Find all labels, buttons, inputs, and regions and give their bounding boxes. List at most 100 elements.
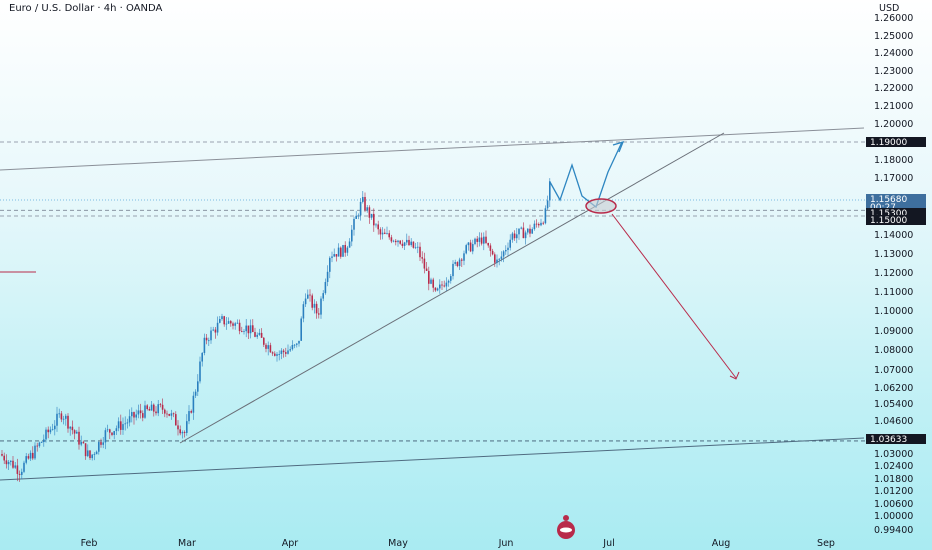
- price-tag-label: 1.15000: [870, 216, 907, 226]
- candle-body: [230, 321, 232, 324]
- candle-body: [329, 257, 331, 272]
- candle-body: [315, 303, 318, 314]
- y-tick-label: 1.06200: [874, 383, 913, 394]
- candle-body: [80, 441, 82, 445]
- candle-body: [533, 223, 536, 230]
- candle-body: [219, 319, 221, 323]
- candle-body: [78, 431, 80, 445]
- candle-body: [210, 330, 212, 341]
- candle-body: [511, 233, 514, 240]
- candle-body: [188, 411, 190, 422]
- candle-body: [535, 223, 538, 225]
- candle-body: [172, 413, 175, 415]
- candle-body: [502, 251, 505, 257]
- candle-body: [340, 247, 342, 257]
- y-tick-label: 1.01200: [874, 486, 913, 497]
- candle-body: [260, 332, 263, 338]
- candle-body: [298, 340, 300, 344]
- candle-body: [225, 323, 228, 325]
- candle-body: [166, 413, 168, 415]
- candle-body: [155, 411, 157, 414]
- y-tick-label: 1.26000: [874, 13, 913, 24]
- candle-body: [179, 429, 181, 434]
- candle-body: [388, 233, 390, 238]
- candle-body: [1, 454, 3, 456]
- candle-body: [370, 213, 373, 218]
- candle-body: [366, 207, 368, 211]
- candle-body: [318, 313, 320, 315]
- candle-body: [252, 325, 254, 333]
- event-marker-dot: [563, 515, 569, 521]
- price-tag-bg: [866, 208, 926, 218]
- candle-body: [115, 428, 118, 432]
- candle-body: [38, 442, 41, 447]
- candle-body: [428, 270, 430, 284]
- candle-body: [133, 412, 135, 418]
- candle-body: [51, 429, 54, 431]
- candle-body: [104, 430, 107, 443]
- candle-body: [287, 350, 289, 354]
- candle-body: [100, 442, 102, 445]
- candle-body: [122, 424, 124, 430]
- candle-body: [443, 285, 445, 287]
- candle-body: [403, 242, 406, 246]
- candle-body: [450, 276, 452, 281]
- price-tag-label: 1.03633: [870, 435, 907, 445]
- candle-body: [194, 391, 197, 396]
- candle-body: [494, 254, 496, 263]
- candle-body: [175, 414, 177, 426]
- candle-body: [439, 284, 441, 289]
- price-tag-bg: [866, 434, 926, 444]
- candle-body: [406, 239, 408, 243]
- candle-body: [381, 232, 384, 235]
- candle-body: [311, 295, 313, 308]
- candle-body: [212, 329, 214, 331]
- upper-channel-line: [0, 127, 865, 171]
- candle-body: [430, 279, 432, 284]
- candle-body: [54, 425, 56, 430]
- y-tick-label: 1.25000: [874, 31, 913, 42]
- candle-body: [60, 413, 63, 420]
- x-tick-label: Feb: [81, 538, 98, 549]
- candle-body: [399, 240, 401, 244]
- candle-body: [181, 432, 184, 434]
- candle-body: [67, 415, 69, 429]
- currency-label: USD: [879, 3, 899, 14]
- price-tag-bg: [866, 202, 926, 212]
- candle-body: [227, 321, 230, 324]
- candle-body: [192, 395, 195, 413]
- candle-body: [106, 429, 109, 431]
- time-axis[interactable]: Feb Mar Apr May Jun Jul Aug Sep: [81, 538, 835, 549]
- candle-body: [87, 450, 89, 457]
- candle-body: [221, 316, 223, 320]
- candle-body: [410, 241, 412, 246]
- candle-body: [456, 262, 459, 267]
- price-tag-bg: [866, 215, 926, 225]
- candle-body: [458, 259, 461, 267]
- candle-body: [29, 452, 32, 459]
- candle-body: [128, 416, 131, 423]
- candle-body: [95, 451, 98, 455]
- candle-body: [201, 352, 203, 362]
- candle-body: [27, 456, 30, 459]
- candle-body: [447, 280, 450, 283]
- candle-body: [89, 450, 91, 459]
- candle-body: [177, 425, 179, 430]
- candle-body: [263, 337, 265, 345]
- candle-body: [56, 413, 58, 426]
- candle-body: [102, 442, 104, 445]
- retest-zone-ellipse: [585, 198, 617, 214]
- candle-body: [98, 442, 100, 452]
- y-tick-label: 1.14000: [874, 230, 913, 241]
- candle-body: [3, 455, 5, 461]
- candle-body: [223, 316, 225, 325]
- candle-body: [432, 279, 434, 288]
- candle-body: [465, 245, 467, 254]
- candle-body: [265, 344, 267, 349]
- candle-body: [421, 257, 423, 259]
- price-tag-label: 1.15680: [870, 195, 907, 205]
- candle-body: [520, 227, 522, 229]
- candle-body: [58, 413, 60, 415]
